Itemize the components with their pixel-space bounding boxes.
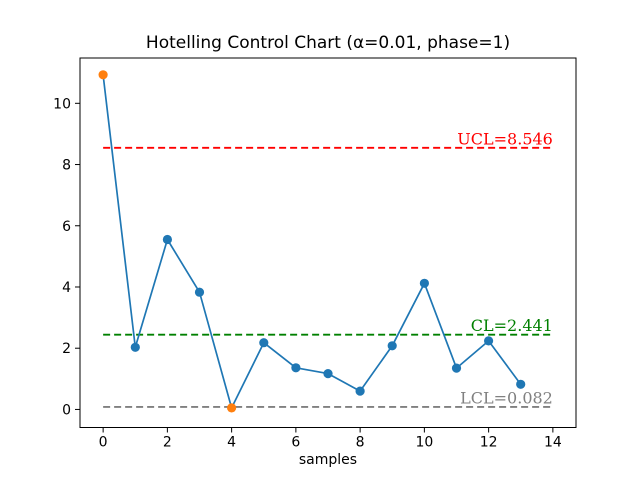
- x-tick-label: 4: [227, 435, 236, 451]
- lcl-label: LCL=0.082: [460, 388, 553, 407]
- axes-frame: [79, 57, 577, 428]
- x-tick-label: 8: [356, 435, 365, 451]
- data-point: [259, 338, 269, 348]
- y-tick-label: 4: [62, 280, 71, 296]
- x-tick-label: 2: [163, 435, 172, 451]
- data-point: [387, 341, 397, 351]
- data-point: [194, 287, 205, 297]
- series-line: [102, 73, 522, 409]
- data-point: [419, 278, 429, 288]
- data-point-out-of-control: [98, 70, 108, 80]
- ucl-label: UCL=8.546: [457, 129, 553, 148]
- y-tick-label: 10: [53, 96, 71, 112]
- data-point-out-of-control: [227, 403, 237, 413]
- y-tick-label: 2: [62, 341, 71, 357]
- data-point: [323, 369, 333, 379]
- x-tick-label: 12: [480, 435, 498, 451]
- x-tick-label: 6: [291, 435, 300, 451]
- data-point: [451, 363, 462, 373]
- x-tick-label: 0: [99, 435, 108, 451]
- x-tick-label: 10: [415, 435, 433, 451]
- data-point: [130, 342, 140, 352]
- y-tick-label: 6: [62, 219, 71, 235]
- data-point: [355, 386, 365, 396]
- chart-title: Hotelling Control Chart (α=0.01, phase=1…: [146, 33, 510, 53]
- y-tick-label: 0: [62, 402, 71, 418]
- data-point: [484, 336, 494, 346]
- cl-label: CL=2.441: [471, 316, 553, 335]
- y-tick-label: 8: [62, 158, 71, 174]
- x-tick-label: 14: [544, 435, 562, 451]
- data-point: [516, 379, 526, 389]
- x-axis-label: samples: [299, 452, 357, 468]
- data-point: [162, 234, 172, 245]
- data-point: [291, 363, 301, 373]
